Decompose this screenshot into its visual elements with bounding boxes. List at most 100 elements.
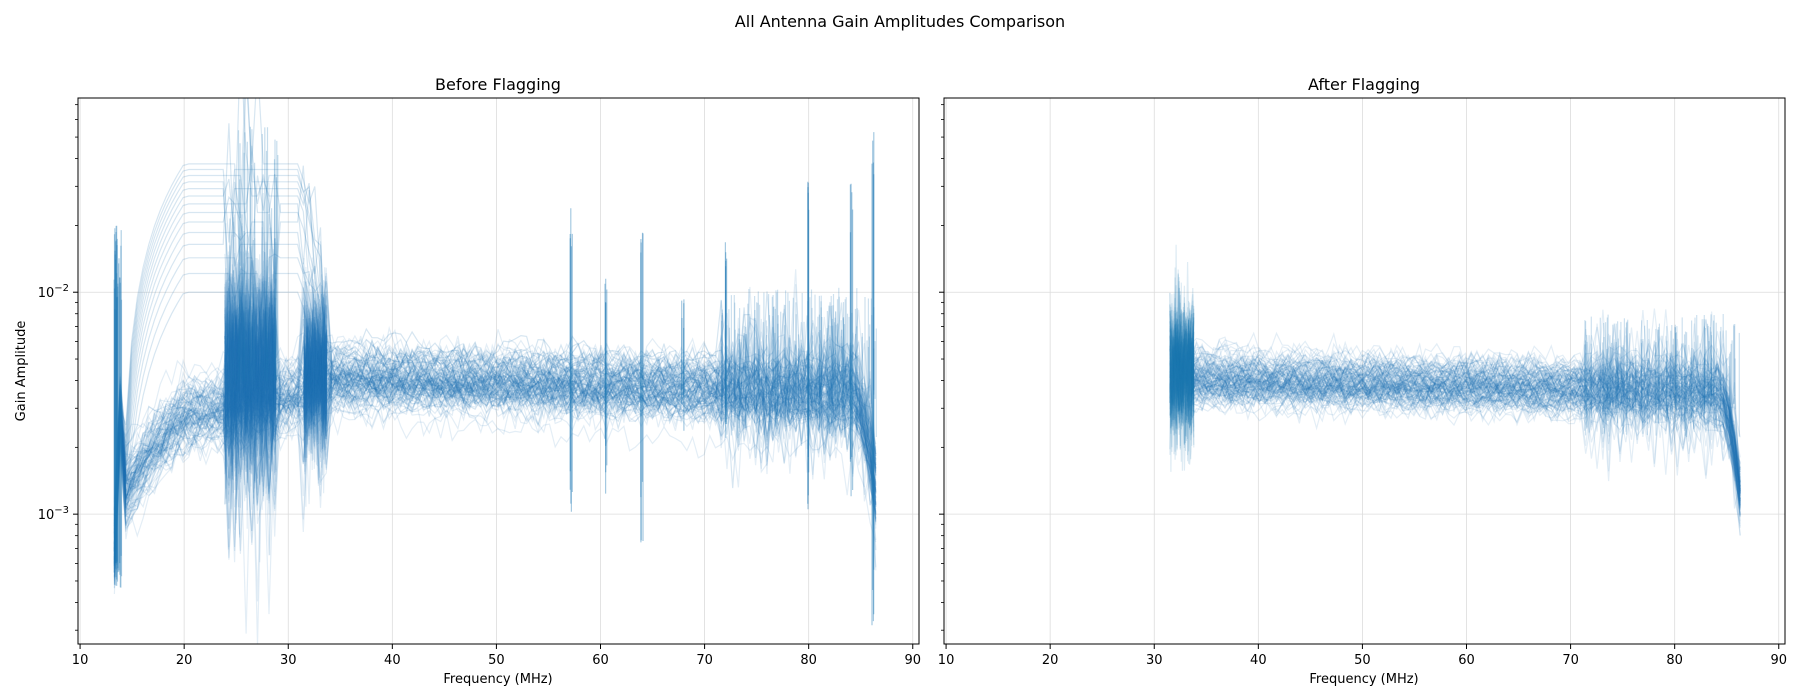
antenna-gain-line bbox=[1190, 351, 1741, 494]
antenna-gain-line bbox=[1190, 355, 1741, 507]
x-axis-label-after: Frequency (MHz) bbox=[1309, 672, 1418, 687]
antenna-gain-line bbox=[224, 271, 277, 463]
antenna-gain-line bbox=[224, 227, 277, 501]
antenna-gain-line bbox=[224, 221, 277, 443]
antenna-gain-line bbox=[1169, 273, 1195, 462]
antenna-gain-line bbox=[113, 363, 877, 585]
antenna-gain-line bbox=[1190, 357, 1741, 475]
antenna-gain-line bbox=[113, 123, 877, 526]
antenna-gain-line bbox=[1190, 354, 1741, 482]
antenna-gain-line bbox=[113, 368, 877, 573]
antenna-gain-line bbox=[1190, 310, 1741, 482]
antenna-gain-line bbox=[1190, 370, 1741, 503]
panel-before-flagging: Before Flagging 10 20 30 40 50 60 70 80 90 10−31… bbox=[14, 75, 921, 687]
antenna-gain-line bbox=[303, 273, 328, 494]
antenna-gain-line bbox=[113, 341, 877, 564]
antenna-gain-line bbox=[303, 281, 328, 450]
antenna-gain-line bbox=[224, 307, 277, 476]
antenna-gain-line bbox=[303, 317, 328, 472]
antenna-gain-line bbox=[303, 282, 328, 463]
antenna-gain-line bbox=[1190, 335, 1741, 494]
antenna-gain-line bbox=[1190, 344, 1741, 491]
antenna-gain-line bbox=[113, 360, 877, 570]
antenna-gain-line bbox=[303, 290, 328, 448]
antenna-gain-line bbox=[113, 182, 877, 558]
antenna-gain-line bbox=[224, 251, 277, 469]
antenna-gain-line bbox=[1190, 380, 1741, 524]
antenna-gain-line bbox=[224, 257, 277, 484]
antenna-gain-line bbox=[113, 339, 877, 527]
antenna-gain-line bbox=[303, 298, 328, 426]
antenna-gain-line bbox=[1169, 310, 1195, 445]
antenna-gain-line bbox=[224, 223, 277, 462]
antenna-gain-line bbox=[113, 317, 877, 535]
antenna-gain-line bbox=[1169, 244, 1195, 446]
antenna-gain-line bbox=[1169, 326, 1195, 422]
antenna-gain-line bbox=[113, 300, 877, 547]
antenna-gain-line bbox=[113, 376, 877, 615]
antenna-gain-line bbox=[303, 322, 328, 429]
antenna-gain-line bbox=[113, 321, 877, 533]
antenna-gain-line bbox=[113, 367, 877, 634]
y-tick-label: 10−3 bbox=[38, 505, 69, 523]
antenna-gain-line bbox=[1169, 303, 1195, 432]
antenna-gain-line bbox=[303, 286, 328, 458]
antenna-gain-line bbox=[113, 174, 877, 578]
antenna-gain-line bbox=[1169, 306, 1195, 449]
antenna-gain-line bbox=[1190, 389, 1741, 536]
antenna-gain-line bbox=[224, 218, 277, 485]
antenna-gain-line bbox=[113, 261, 877, 527]
antenna-gain-line bbox=[224, 305, 277, 520]
antenna-gain-line bbox=[224, 281, 277, 510]
antenna-gain-line bbox=[113, 353, 877, 579]
antenna-gain-line bbox=[113, 352, 877, 562]
antenna-gain-line bbox=[1190, 353, 1741, 479]
x-tick-label: 60 bbox=[592, 653, 609, 668]
antenna-gain-line bbox=[113, 339, 877, 582]
antenna-gain-line bbox=[113, 350, 877, 568]
antenna-gain-line bbox=[113, 323, 877, 573]
antenna-gain-line bbox=[1190, 344, 1741, 495]
antenna-gain-line bbox=[113, 313, 877, 563]
antenna-gain-line bbox=[1169, 343, 1195, 472]
antenna-gain-line bbox=[1190, 372, 1741, 517]
antenna-gain-line bbox=[1190, 330, 1741, 470]
antenna-gain-line bbox=[113, 368, 877, 588]
antenna-gain-line bbox=[1190, 341, 1741, 491]
antenna-gain-line bbox=[1169, 310, 1195, 423]
antenna-gain-line bbox=[1190, 370, 1741, 504]
antenna-gain-line bbox=[1190, 349, 1741, 509]
y-axis-label: Gain Amplitude bbox=[14, 321, 29, 422]
antenna-gain-line bbox=[1190, 347, 1741, 506]
antenna-gain-line bbox=[303, 285, 328, 436]
antenna-gain-line bbox=[1190, 360, 1741, 506]
antenna-gain-line bbox=[1190, 356, 1741, 494]
antenna-gain-line bbox=[1190, 367, 1741, 527]
antenna-gain-line bbox=[113, 349, 877, 563]
antenna-gain-line bbox=[224, 251, 277, 487]
antenna-gain-line bbox=[303, 293, 328, 444]
antenna-gain-line bbox=[113, 351, 877, 559]
antenna-gain-line bbox=[113, 377, 877, 566]
antenna-gain-line bbox=[1190, 323, 1741, 489]
antenna-gain-line bbox=[1190, 363, 1741, 508]
antenna-gain-line bbox=[1190, 348, 1741, 473]
antenna-gain-line bbox=[1190, 335, 1741, 458]
antenna-gain-line bbox=[1190, 357, 1741, 492]
antenna-gain-line bbox=[1169, 330, 1195, 418]
antenna-gain-line bbox=[113, 282, 877, 564]
antenna-gain-line bbox=[1190, 350, 1741, 483]
antenna-gain-line bbox=[113, 327, 877, 546]
antenna-gain-line bbox=[113, 326, 877, 560]
antenna-gain-line bbox=[113, 307, 877, 530]
antenna-gain-line bbox=[113, 168, 877, 527]
antenna-gain-line bbox=[303, 328, 328, 478]
grid-after bbox=[944, 98, 1785, 644]
antenna-gain-line bbox=[1169, 323, 1195, 433]
antenna-gain-line bbox=[113, 267, 877, 577]
antenna-gain-line bbox=[113, 312, 877, 570]
antenna-gain-line bbox=[1190, 357, 1741, 473]
antenna-gain-line bbox=[224, 276, 277, 479]
antenna-gain-line bbox=[303, 267, 328, 421]
